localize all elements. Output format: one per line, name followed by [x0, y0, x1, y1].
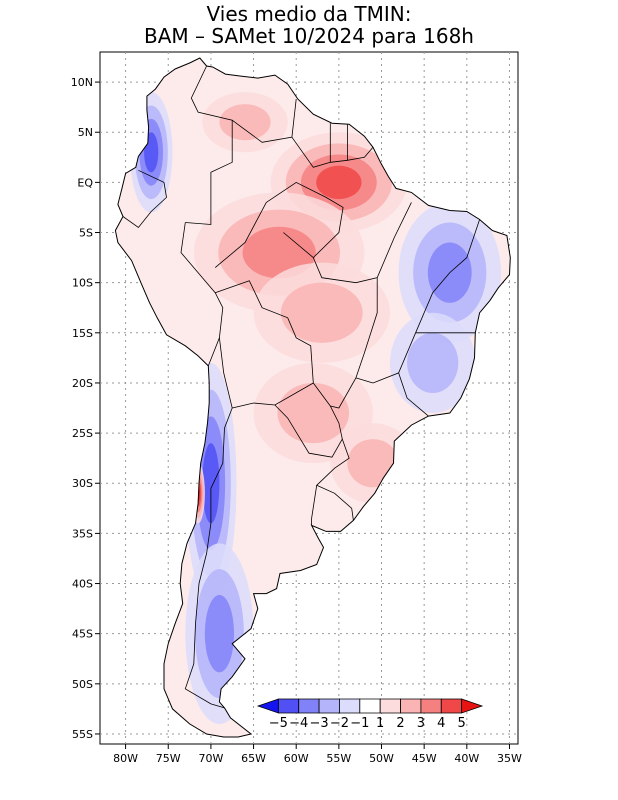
- border-line: [185, 65, 233, 225]
- colorbar-label: 4: [437, 716, 445, 731]
- colorbar-swatch: [298, 698, 320, 714]
- tick-label-lon: 80W: [113, 752, 138, 765]
- chart-title-line-2: BAM – SAMet 10/2024 para 168h: [144, 24, 474, 48]
- tick-label-lat: 25S: [72, 427, 93, 440]
- tick-label-lon: 65W: [241, 752, 266, 765]
- border-line: [215, 280, 314, 384]
- colorbar-swatch: [318, 698, 340, 714]
- tick-label-lat: 40S: [72, 578, 93, 591]
- tick-label-lat: 45S: [72, 628, 93, 641]
- border-line: [184, 407, 233, 709]
- tick-label-lat: 5N: [78, 126, 93, 139]
- tick-label-lon: 40W: [454, 752, 479, 765]
- bias-region-paraguay-warm: [277, 382, 350, 444]
- border-line: [291, 136, 374, 168]
- colorbar-label: 1: [376, 716, 384, 731]
- bias-region-central-brazil-warm: [280, 282, 363, 343]
- tick-label-lon: 55W: [326, 752, 351, 765]
- colorbar-swatch: [277, 698, 300, 714]
- tick-label-lat: 50S: [72, 678, 93, 691]
- bias-region-andes-chile-cool: [202, 443, 220, 524]
- tick-label-lat: 10N: [71, 76, 93, 89]
- bias-region-amazon-north-warm: [316, 165, 362, 200]
- colorbar-label: −3: [310, 716, 329, 731]
- colorbar-label: −4: [289, 716, 308, 731]
- axes: 80W 75W 70W 65W 60W 55W 50W 45W 40W 35W 10N 5N EQ 5S 1…: [71, 76, 522, 765]
- tick-label-lon: 60W: [284, 752, 309, 765]
- colorbar-swatch: [339, 698, 361, 714]
- colorbar-swatch: [359, 698, 381, 714]
- colorbar-label: −2: [330, 716, 349, 731]
- tick-label-lon: 45W: [412, 752, 437, 765]
- colorbar-swatch: [440, 698, 463, 714]
- tick-label-lat: 5S: [79, 227, 93, 240]
- border-line: [398, 372, 429, 417]
- chart-title-line-1: Vies medio da TMIN:: [206, 2, 412, 26]
- border-line: [214, 202, 267, 268]
- colorbar-swatch: [379, 698, 401, 714]
- bias-region-amazon-south-warm: [242, 226, 316, 279]
- border-line: [266, 181, 344, 258]
- tick-label-lat: 30S: [72, 477, 93, 490]
- tick-label-lat: 20S: [72, 377, 93, 390]
- bias-region-venezuela-warm: [219, 104, 271, 141]
- tick-label-lon: 50W: [369, 752, 394, 765]
- tick-label-lat: 15S: [72, 327, 93, 340]
- border-line: [122, 169, 167, 229]
- border-line: [330, 377, 357, 409]
- colorbar: −5 −4 −3 −2 −1 1 2 3 4 5: [256, 698, 484, 731]
- bias-region-southeast-brazil-cool: [407, 332, 459, 393]
- tick-label-lat: EQ: [77, 176, 93, 189]
- colorbar-swatch: [420, 698, 442, 714]
- country-borders: [122, 65, 480, 709]
- tick-label-lon: 70W: [198, 752, 223, 765]
- colorbar-label: −1: [350, 716, 369, 731]
- colorbar-label: 5: [457, 716, 465, 731]
- bias-region-patagonia-cool: [204, 594, 235, 673]
- colorbar-swatch: [400, 698, 422, 714]
- border-line: [219, 337, 314, 409]
- colorbar-label: 3: [417, 716, 425, 731]
- tick-label-lat: 10S: [72, 277, 93, 290]
- tick-label-lat: 35S: [72, 527, 93, 540]
- colorbar-label: 2: [396, 716, 404, 731]
- tick-label-lon: 75W: [156, 752, 181, 765]
- border-line: [311, 485, 318, 526]
- border-line: [231, 99, 297, 143]
- colorbar-swatch: [461, 698, 484, 714]
- tick-label-lon: 35W: [497, 752, 522, 765]
- colorbar-label: −5: [269, 716, 288, 731]
- border-line: [274, 382, 343, 458]
- tick-label-lat: 55S: [72, 728, 93, 741]
